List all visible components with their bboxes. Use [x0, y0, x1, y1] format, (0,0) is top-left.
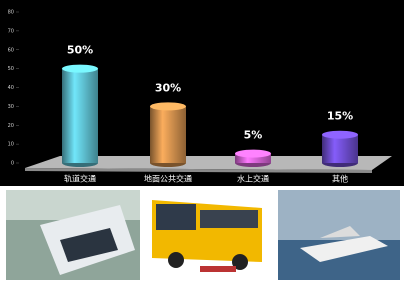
bar-cap — [322, 131, 358, 139]
y-tick-label: 0 — [11, 161, 14, 167]
photo-train — [6, 190, 140, 280]
value-label: 5% — [244, 129, 263, 142]
x-tick-label: 地面公共交通 — [144, 174, 192, 184]
value-label: 15% — [327, 110, 353, 123]
photo-boat — [278, 190, 400, 280]
y-tick-label: 40 — [8, 85, 14, 91]
bar — [62, 69, 98, 163]
photo-bus — [148, 190, 268, 280]
y-tick-label: 10 — [8, 142, 14, 148]
bar — [150, 106, 186, 163]
y-tick-label: 50 — [8, 66, 14, 72]
bar-cap — [235, 150, 271, 158]
x-tick-label: 水上交通 — [237, 174, 269, 184]
bar-cap — [62, 65, 98, 73]
y-tick-label: 20 — [8, 123, 14, 129]
x-tick-label: 其他 — [332, 174, 348, 184]
y-tick-label: 60 — [8, 47, 14, 53]
y-tick-label: 80 — [8, 10, 14, 16]
y-tick-label: 70 — [8, 28, 14, 34]
value-label: 50% — [67, 44, 93, 57]
value-label: 30% — [155, 81, 181, 94]
bar-cap — [150, 102, 186, 110]
chart: 0 10 20 30 40 50 60 70 80 50% 轨道交通 30% 地面公共交通 5% 水上交通 1… — [0, 0, 404, 283]
y-tick-label: 30 — [8, 104, 14, 110]
bar — [322, 135, 358, 163]
x-tick-label: 轨道交通 — [64, 174, 96, 184]
